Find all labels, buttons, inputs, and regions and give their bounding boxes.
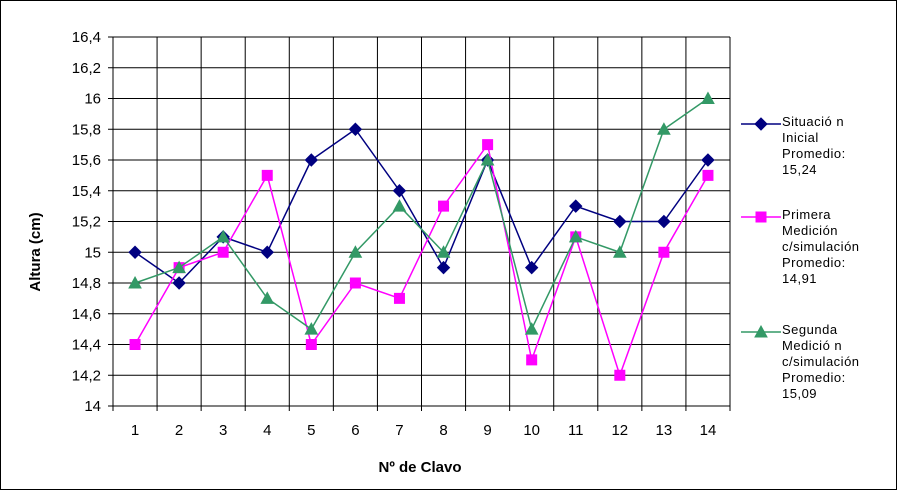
legend-label-line: 14,91 <box>782 271 818 286</box>
data-point <box>260 245 274 259</box>
data-point <box>217 246 229 258</box>
legend-label-line: Situació n <box>782 114 845 129</box>
y-tick-label: 15 <box>84 244 101 261</box>
x-tick-label: 10 <box>523 422 540 439</box>
y-tick-label: 16,2 <box>72 60 101 77</box>
x-tick-label: 11 <box>568 422 584 439</box>
data-point <box>524 322 539 335</box>
data-point <box>658 246 670 258</box>
data-point <box>482 139 494 151</box>
data-point <box>392 199 407 212</box>
legend-swatch-marker <box>754 325 768 338</box>
x-tick-label: 2 <box>175 422 183 439</box>
axes <box>108 36 731 411</box>
y-tick-label: 14,4 <box>72 337 101 354</box>
data-point <box>612 245 627 258</box>
legend-label-line: Medició n <box>782 338 843 353</box>
legend-label-line: Primera <box>782 207 832 222</box>
data-point <box>614 369 626 381</box>
y-axis-title: Altura (cm) <box>27 212 44 291</box>
data-point <box>172 260 186 274</box>
x-tick-label: 3 <box>219 422 227 439</box>
data-point <box>613 214 627 229</box>
legend-label-line: Promedio: <box>782 370 846 385</box>
data-point <box>657 122 671 135</box>
legend-swatch-marker <box>755 211 767 223</box>
data-point <box>128 245 142 259</box>
x-tick-label: 9 <box>483 422 491 439</box>
x-tick-label: 6 <box>351 422 359 439</box>
legend-swatch <box>741 211 781 223</box>
data-point <box>261 169 273 181</box>
data-point <box>436 245 451 258</box>
data-point <box>526 354 538 366</box>
series-group <box>128 91 715 381</box>
data-point <box>260 291 275 304</box>
data-point <box>436 260 451 275</box>
legend-label-line: Inicial <box>782 130 819 145</box>
x-tick-label: 14 <box>700 422 717 439</box>
data-point <box>348 122 363 136</box>
data-point <box>172 276 186 290</box>
y-tick-labels: 14 14,2 14,4 14,6 14,8 15 15,2 15,4 15,6 15,8 16 16… <box>72 29 101 415</box>
x-tick-label: 8 <box>439 422 447 439</box>
x-tick-label: 12 <box>611 422 628 439</box>
legend-label-line: 15,24 <box>782 162 818 177</box>
x-tick-label: 13 <box>656 422 673 439</box>
y-tick-label: 14,2 <box>72 367 101 384</box>
legend-label-line: Promedio: <box>782 255 846 270</box>
data-point <box>657 214 671 229</box>
data-point <box>305 339 317 350</box>
series-line <box>134 142 709 378</box>
data-point <box>348 245 363 258</box>
y-tick-label: 14,6 <box>72 306 101 323</box>
data-point <box>438 200 450 212</box>
legend-label-line: Promedio: <box>782 146 846 161</box>
legend-label-line: Medición <box>782 223 839 238</box>
legend-swatch <box>741 325 781 338</box>
y-tick-label: 15,4 <box>72 183 101 200</box>
x-tick-label: 1 <box>131 422 139 439</box>
legend-swatch-marker <box>754 117 768 131</box>
data-point <box>568 229 583 243</box>
data-point <box>480 152 495 166</box>
data-point <box>304 322 319 335</box>
legend-label-line: Segunda <box>782 322 838 337</box>
x-tick-label: 4 <box>263 422 271 439</box>
series-3 <box>128 91 715 335</box>
legend-label: Situació n Inicial Promedio: 15,24 <box>782 114 892 178</box>
y-tick-label: 15,8 <box>72 121 101 138</box>
x-tick-label: 5 <box>307 422 315 439</box>
y-tick-label: 16 <box>84 91 101 108</box>
data-point <box>304 153 319 167</box>
data-point <box>349 277 361 289</box>
y-tick-label: 15,2 <box>72 214 101 231</box>
legend-label-line: c/simulación <box>782 239 860 254</box>
data-point <box>393 292 405 304</box>
x-tick-labels: 1 2 3 4 5 6 7 8 9 10 11 12 13 14 <box>131 422 716 439</box>
x-tick-label: 7 <box>395 422 403 439</box>
data-point <box>392 184 407 198</box>
series-line <box>134 97 709 332</box>
data-point <box>524 260 539 275</box>
data-point <box>216 229 231 243</box>
data-point <box>701 91 715 104</box>
data-point <box>128 275 142 289</box>
legend-label-line: 15,09 <box>782 386 818 401</box>
data-point <box>569 199 583 213</box>
data-point <box>129 339 141 350</box>
legend-label-line: c/simulación <box>782 354 860 369</box>
legend-label: Primera Medición c/simulación Promedio: 14,9… <box>782 207 892 287</box>
x-axis-title: Nº de Clavo <box>379 459 462 476</box>
legend-label: Segunda Medició n c/simulación Promedio: 15,… <box>782 322 892 402</box>
y-tick-label: 14,8 <box>72 275 101 292</box>
y-tick-label: 15,6 <box>72 152 101 169</box>
data-point <box>702 169 714 181</box>
legend-swatch <box>741 117 781 131</box>
y-tick-label: 14 <box>84 398 101 415</box>
data-point <box>701 153 715 167</box>
y-tick-label: 16,4 <box>72 29 101 46</box>
